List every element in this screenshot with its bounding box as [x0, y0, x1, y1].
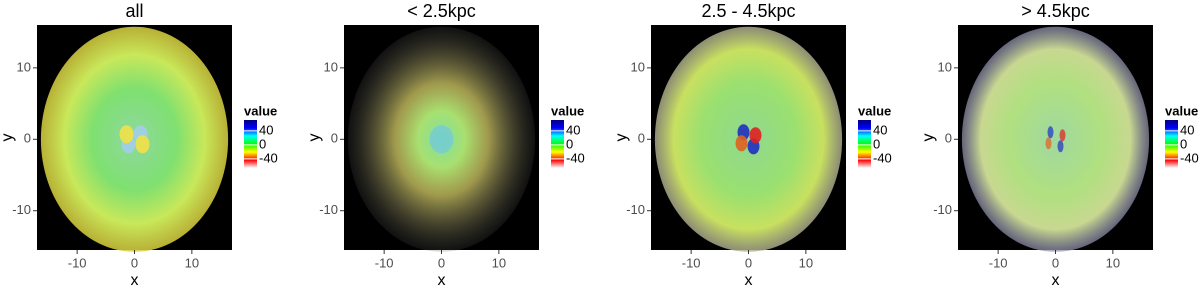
x-tick-label: -10 [68, 255, 87, 270]
feature [429, 125, 454, 154]
y-tick-label: -10 [933, 202, 952, 217]
x-tick-label: 0 [1052, 255, 1059, 270]
density-field [40, 26, 229, 252]
y-tick-label: -10 [626, 202, 645, 217]
panel-title: > 4.5kpc [1021, 1, 1090, 21]
density-field [961, 26, 1150, 252]
legend-title: value [244, 103, 277, 118]
x-tick-label: 10 [1106, 255, 1120, 270]
x-tick-label: 0 [131, 255, 138, 270]
colorbar-label: 0 [873, 136, 880, 151]
panel-title: all [125, 1, 143, 21]
y-axis-label: y [920, 134, 937, 142]
feature [1059, 129, 1066, 142]
y-tick-label: 0 [945, 131, 952, 146]
y-tick-label: 10 [938, 59, 952, 74]
y-axis-label: y [613, 134, 630, 142]
colorbar-label: -40 [566, 150, 585, 165]
feature [749, 127, 762, 144]
colorbar-label: 0 [1180, 136, 1187, 151]
x-tick-label: 10 [799, 255, 813, 270]
colorbar-label: 40 [1180, 122, 1194, 137]
feature [1047, 126, 1054, 139]
y-tick-label: -10 [12, 202, 31, 217]
x-tick-label: -10 [989, 255, 1008, 270]
colorbar-label: 40 [873, 122, 887, 137]
colorbar [858, 120, 871, 168]
y-axis-label: y [306, 134, 323, 142]
feature [1045, 137, 1052, 150]
x-axis-label: x [131, 272, 139, 289]
x-tick-label: 10 [492, 255, 506, 270]
y-tick-label: 0 [331, 131, 338, 146]
feature [1057, 140, 1064, 153]
y-tick-label: 0 [24, 131, 31, 146]
panel-title: < 2.5kpc [407, 1, 476, 21]
y-tick-label: 10 [17, 59, 31, 74]
colorbar [1165, 120, 1178, 168]
legend-title: value [551, 103, 584, 118]
y-tick-label: 10 [631, 59, 645, 74]
colorbar-label: 0 [566, 136, 573, 151]
colorbar-label: 40 [259, 122, 273, 137]
colorbar [244, 120, 257, 168]
x-tick-label: 10 [185, 255, 199, 270]
x-axis-label: x [438, 272, 446, 289]
y-tick-label: 10 [324, 59, 338, 74]
colorbar-label: -40 [873, 150, 892, 165]
y-axis-label: y [0, 134, 16, 142]
legend-title: value [1165, 103, 1198, 118]
x-tick-label: -10 [682, 255, 701, 270]
x-tick-label: -10 [375, 255, 394, 270]
x-tick-label: 0 [438, 255, 445, 270]
legend-title: value [858, 103, 891, 118]
feature [135, 135, 150, 154]
x-tick-label: 0 [745, 255, 752, 270]
colorbar [551, 120, 564, 168]
colorbar-label: -40 [1180, 150, 1199, 165]
x-axis-label: x [1052, 272, 1060, 289]
colorbar-label: -40 [259, 150, 278, 165]
y-tick-label: 0 [638, 131, 645, 146]
feature [119, 125, 134, 144]
feature [735, 135, 748, 152]
colorbar-label: 40 [566, 122, 580, 137]
y-tick-label: -10 [319, 202, 338, 217]
colorbar-label: 0 [259, 136, 266, 151]
x-axis-label: x [745, 272, 753, 289]
density-field [654, 26, 843, 252]
panel-title: 2.5 - 4.5kpc [701, 1, 795, 21]
